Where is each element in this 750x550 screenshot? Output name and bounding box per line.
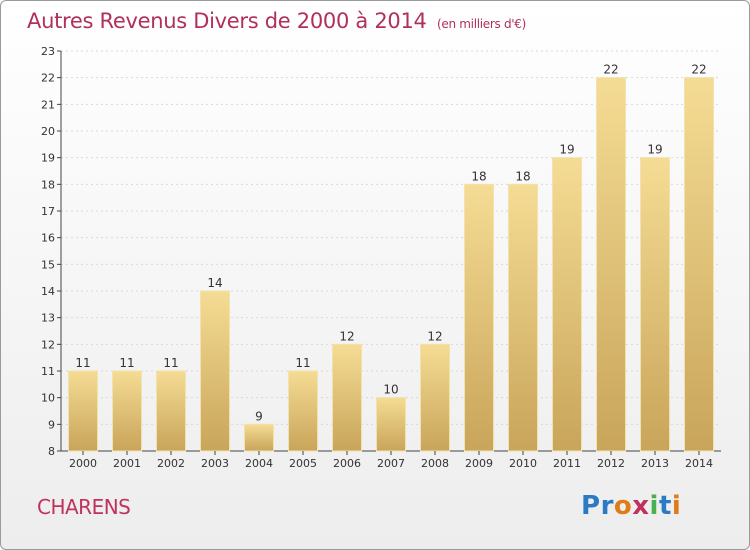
y-tick-label: 10 <box>41 392 55 405</box>
x-tick-label: 2002 <box>157 457 185 470</box>
proxiti-logo: Proxiti <box>581 491 681 521</box>
bar-value-label: 19 <box>559 143 574 157</box>
x-tick-label: 2009 <box>465 457 493 470</box>
x-tick-label: 2004 <box>245 457 273 470</box>
y-tick-label: 9 <box>48 418 55 431</box>
x-tick-label: 2000 <box>69 457 97 470</box>
x-tick-label: 2005 <box>289 457 317 470</box>
logo-letter: r <box>600 491 614 521</box>
bar-2013 <box>639 157 671 452</box>
bar-2002 <box>155 370 187 452</box>
logo-letter: i <box>649 491 659 521</box>
y-tick-label: 11 <box>41 365 55 378</box>
x-tick-label: 2008 <box>421 457 449 470</box>
logo-letter: x <box>632 491 650 521</box>
y-tick-label: 21 <box>41 98 55 111</box>
logo-letter: i <box>671 491 682 521</box>
bar-2014 <box>683 77 715 452</box>
x-tick-label: 2001 <box>113 457 141 470</box>
x-tick-label: 2006 <box>333 457 361 470</box>
bar-2011 <box>551 157 583 452</box>
chart-title: Autres Revenus Divers de 2000 à 2014 (en… <box>27 9 526 33</box>
bar-2001 <box>111 370 143 452</box>
y-tick-label: 18 <box>41 178 55 191</box>
y-tick-label: 15 <box>41 258 55 271</box>
bar-2010 <box>507 183 539 452</box>
bar-value-label: 11 <box>119 356 134 370</box>
bar-2008 <box>419 343 451 452</box>
y-tick-label: 8 <box>48 445 55 458</box>
bar-2004 <box>243 423 275 452</box>
logo-letter: t <box>658 491 672 521</box>
bar-value-label: 22 <box>603 63 618 77</box>
y-tick-label: 12 <box>41 338 55 351</box>
y-tick-label: 22 <box>41 72 55 85</box>
x-tick-label: 2012 <box>597 457 625 470</box>
x-tick-label: 2003 <box>201 457 229 470</box>
bar-2000 <box>67 370 99 452</box>
x-tick-label: 2014 <box>685 457 713 470</box>
logo-letter: o <box>613 491 633 521</box>
bar-2006 <box>331 343 363 452</box>
bar-2012 <box>595 77 627 452</box>
y-tick-label: 14 <box>41 285 55 298</box>
chart-unit: (en milliers d'€) <box>437 17 527 31</box>
bar-value-label: 19 <box>647 143 662 157</box>
x-tick-label: 2013 <box>641 457 669 470</box>
x-tick-label: 2007 <box>377 457 405 470</box>
bar-2007 <box>375 397 407 452</box>
bar-2009 <box>463 183 495 452</box>
bar-value-label: 9 <box>255 409 263 423</box>
bar-value-label: 11 <box>163 356 178 370</box>
bar-value-label: 14 <box>207 276 222 290</box>
bar-2005 <box>287 370 319 452</box>
y-tick-label: 23 <box>41 45 55 58</box>
y-tick-label: 13 <box>41 312 55 325</box>
bar-value-label: 11 <box>75 356 90 370</box>
bar-value-label: 11 <box>295 356 310 370</box>
chart-title-text: Autres Revenus Divers de 2000 à 2014 <box>27 9 427 33</box>
y-tick-label: 20 <box>41 125 55 138</box>
logo-letter: P <box>581 491 601 521</box>
x-tick-label: 2010 <box>509 457 537 470</box>
bar-value-label: 18 <box>515 169 530 183</box>
bar-2003 <box>199 290 231 452</box>
bar-value-label: 10 <box>383 383 398 397</box>
bar-value-label: 12 <box>339 329 354 343</box>
bar-value-label: 22 <box>691 63 706 77</box>
x-tick-label: 2011 <box>553 457 581 470</box>
place-name: CHARENS <box>37 495 131 519</box>
y-tick-label: 16 <box>41 232 55 245</box>
y-tick-label: 17 <box>41 205 55 218</box>
y-tick-label: 19 <box>41 152 55 165</box>
bar-value-label: 12 <box>427 329 442 343</box>
bar-value-label: 18 <box>471 169 486 183</box>
